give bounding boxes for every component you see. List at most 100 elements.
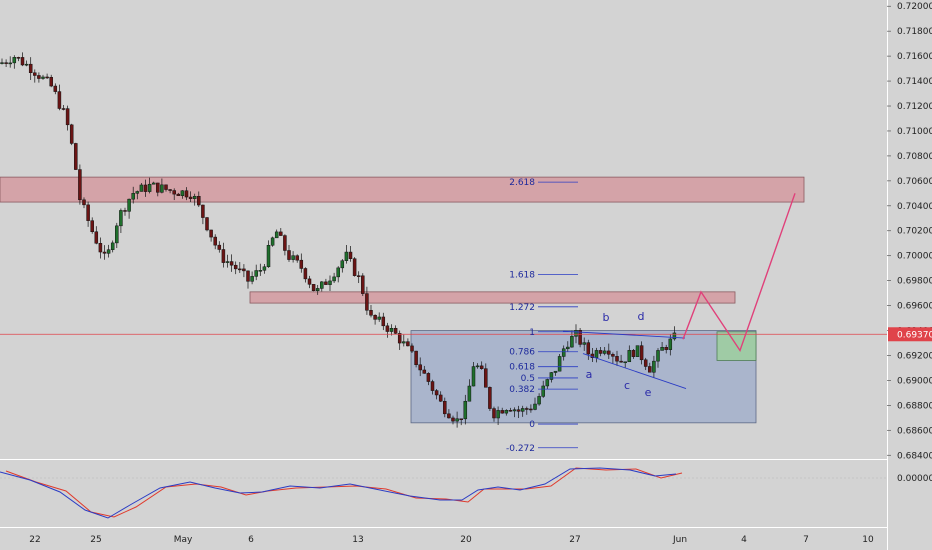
candle[interactable] [672,326,677,341]
candle[interactable] [520,405,525,417]
candle[interactable] [430,379,435,395]
candle[interactable] [512,407,517,418]
candle[interactable] [188,191,193,203]
candle[interactable] [381,312,386,331]
candle[interactable] [180,190,185,199]
projection-path[interactable] [682,193,796,353]
candle[interactable] [106,244,111,258]
candle[interactable] [168,189,172,194]
candle[interactable] [86,201,90,227]
candle[interactable] [467,379,472,402]
candle[interactable] [664,344,668,354]
candle[interactable] [459,418,463,426]
candle[interactable] [443,397,447,418]
candle[interactable] [0,58,4,65]
candle[interactable] [229,254,234,272]
candle[interactable] [656,348,660,368]
candle[interactable] [131,186,135,204]
candle[interactable] [533,397,537,411]
candle[interactable] [406,338,410,347]
resistance-zone[interactable] [249,291,736,304]
candle[interactable] [94,226,99,245]
candle[interactable] [537,393,541,406]
candle[interactable] [328,275,332,292]
candle[interactable] [598,347,603,357]
candle[interactable] [320,281,324,292]
candle[interactable] [311,284,316,292]
candle[interactable] [156,182,160,197]
candle[interactable] [627,345,632,363]
candle[interactable] [447,409,451,419]
candle[interactable] [115,222,119,249]
candle[interactable] [295,254,299,263]
candle[interactable] [484,363,488,388]
candle[interactable] [438,391,443,402]
candles-group[interactable] [0,52,677,428]
candle[interactable] [418,357,422,377]
candle[interactable] [299,253,304,273]
candle[interactable] [201,204,205,225]
candle[interactable] [402,334,406,347]
candle[interactable] [352,257,357,277]
candle[interactable] [356,271,361,284]
candle[interactable] [238,262,242,273]
candle[interactable] [123,207,127,216]
candle[interactable] [602,347,607,356]
candle[interactable] [557,354,562,372]
candle[interactable] [393,325,398,335]
candle[interactable] [291,251,295,263]
candle[interactable] [332,272,336,284]
candle[interactable] [361,273,365,297]
candle[interactable] [8,56,12,68]
candle[interactable] [586,339,591,360]
signal-line[interactable] [5,467,683,518]
lower-trendline[interactable] [582,353,687,389]
candle[interactable] [385,322,390,338]
candle[interactable] [20,52,25,67]
candle[interactable] [254,264,258,281]
candle[interactable] [529,404,533,413]
candle[interactable] [570,330,574,348]
candle[interactable] [262,264,267,274]
candle[interactable] [623,361,627,368]
candle[interactable] [549,372,554,383]
candle[interactable] [151,181,156,185]
candle[interactable] [164,184,168,192]
candle[interactable] [488,386,492,412]
candle[interactable] [41,74,45,80]
candle[interactable] [336,266,340,283]
candle[interactable] [135,190,140,200]
candle[interactable] [242,264,246,278]
upper-trendline[interactable] [562,330,686,339]
candle[interactable] [90,217,94,234]
fib-level[interactable]: 1 [529,328,578,338]
candle[interactable] [340,259,345,273]
candle[interactable] [69,123,74,146]
candle[interactable] [648,362,652,373]
candle[interactable] [315,284,320,295]
fib-level[interactable]: 0.5 [521,374,578,384]
candle[interactable] [49,74,53,88]
candle[interactable] [426,372,431,386]
candle[interactable] [127,198,131,219]
candle[interactable] [344,244,349,264]
candle[interactable] [139,182,144,192]
candle[interactable] [389,324,394,336]
candle[interactable] [500,407,504,414]
candle[interactable] [615,350,619,366]
candle[interactable] [525,406,529,415]
candle[interactable] [209,229,213,242]
candle[interactable] [365,286,369,315]
candle[interactable] [397,330,402,350]
candle[interactable] [184,187,189,201]
fib-level[interactable]: -0.272 [506,444,578,454]
candle[interactable] [582,337,586,351]
candle[interactable] [78,164,82,205]
candle[interactable] [578,328,582,348]
fib-level[interactable]: 1.272 [509,303,578,313]
candle[interactable] [369,304,373,318]
candle[interactable] [102,245,107,260]
candle[interactable] [98,237,103,259]
candle[interactable] [147,177,152,194]
candle[interactable] [283,234,287,256]
